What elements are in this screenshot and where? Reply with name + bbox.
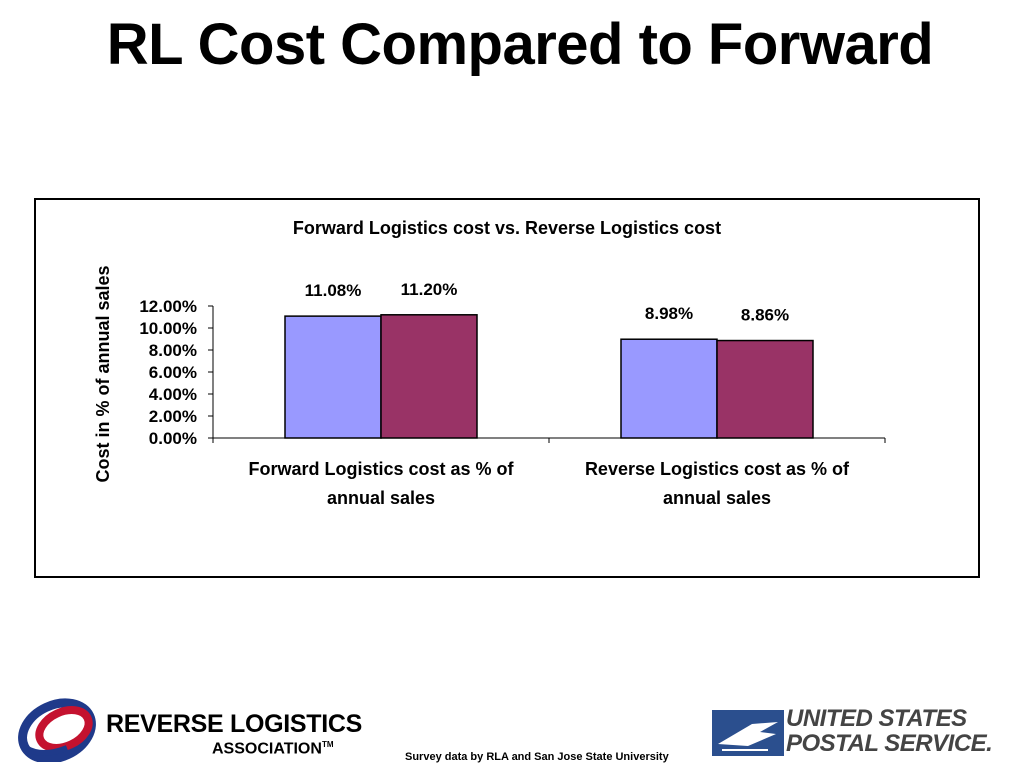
usps-line1: UNITED STATES	[786, 705, 967, 732]
y-tick-label: 2.00%	[149, 407, 197, 426]
data-label: 11.20%	[401, 280, 458, 299]
usps-eagle-icon	[712, 710, 784, 756]
chart-frame: Forward Logistics cost vs. Reverse Logis…	[34, 198, 980, 578]
x-category-label: annual sales	[327, 488, 435, 508]
chart-title: Forward Logistics cost vs. Reverse Logis…	[293, 218, 721, 238]
y-tick-label: 0.00%	[149, 429, 197, 448]
bar	[716, 339, 814, 439]
x-category-label: Reverse Logistics cost as % of	[585, 459, 850, 479]
y-tick-label: 4.00%	[149, 385, 197, 404]
data-label: 11.08%	[305, 281, 362, 300]
y-tick-label: 10.00%	[139, 319, 197, 338]
x-category-label: annual sales	[663, 488, 771, 508]
bar	[380, 314, 478, 439]
slide-title: RL Cost Compared to Forward	[106, 12, 934, 77]
data-label: 8.86%	[741, 306, 789, 325]
trademark-mark: TM	[321, 740, 334, 749]
data-label: 8.98%	[645, 304, 693, 323]
y-tick-label: 8.00%	[149, 341, 197, 360]
rla-logo-icon	[18, 698, 96, 762]
rla-logo-line1: REVERSE LOGISTICS	[106, 710, 363, 738]
x-category-label: Forward Logistics cost as % of	[248, 459, 514, 479]
bar	[620, 338, 718, 439]
usps-line2: POSTAL SERVICE.	[786, 730, 993, 757]
y-axis-label: Cost in % of annual sales	[93, 265, 113, 482]
bar	[284, 315, 382, 439]
y-tick-label: 12.00%	[139, 297, 197, 316]
usps-logo-text: UNITED STATES POSTAL SERVICE.	[786, 706, 1018, 756]
footer-note: Survey data by RLA and San Jose State Un…	[405, 751, 669, 763]
y-tick-label: 6.00%	[149, 363, 197, 382]
rla-logo-line2: ASSOCIATIONTM	[212, 740, 334, 758]
bar-chart: Forward Logistics cost vs. Reverse Logis…	[93, 218, 886, 508]
